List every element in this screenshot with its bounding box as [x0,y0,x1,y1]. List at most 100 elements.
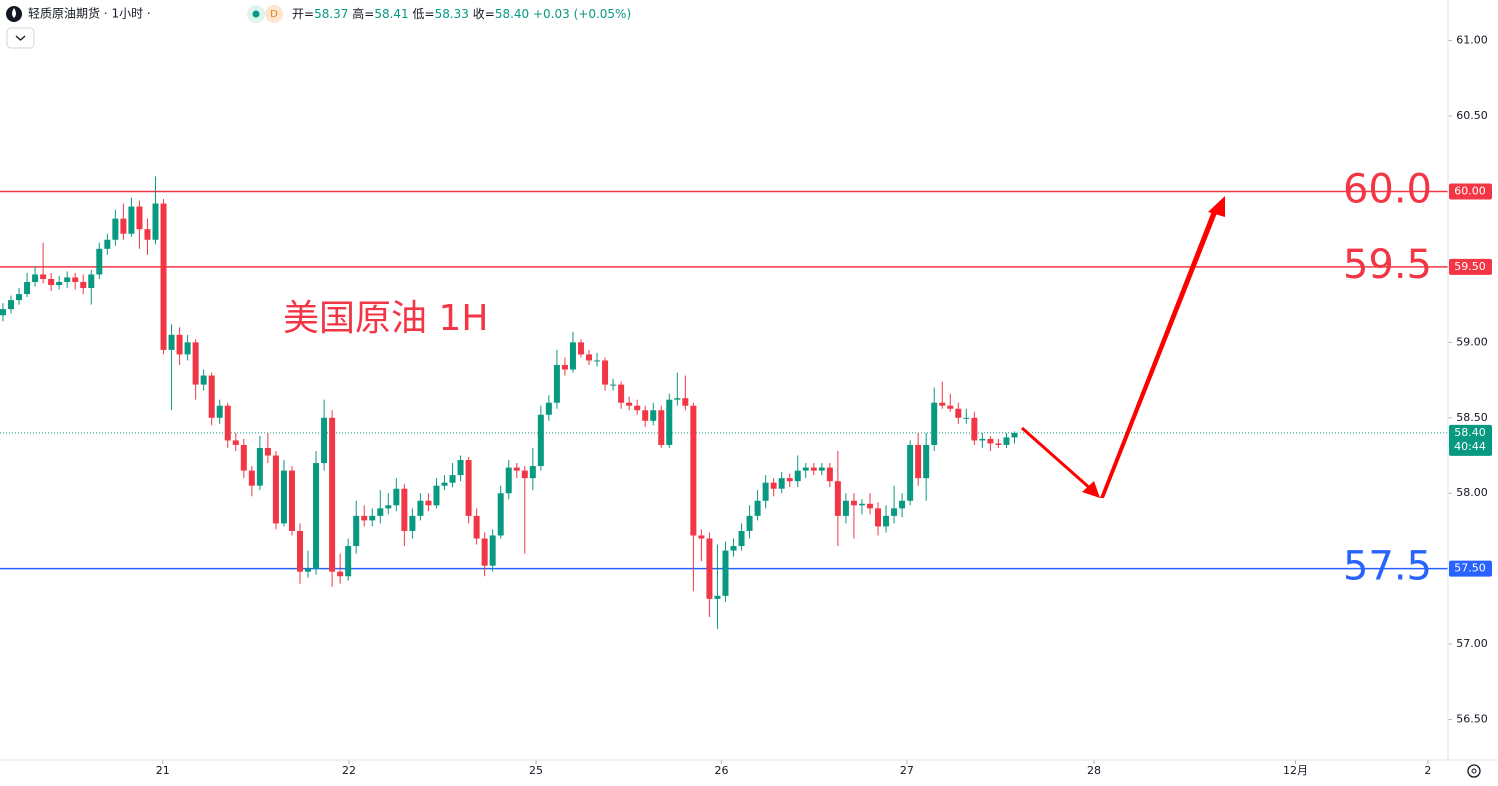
x-tick-label: 26 [714,764,728,777]
candle-body [714,595,721,599]
level-badge-label: 59.50 [1454,260,1486,273]
delay-badge: D [270,9,278,20]
candle-body [561,364,568,370]
candle-body [923,444,930,479]
candle-body [947,405,954,409]
candle-body [313,463,320,569]
candle-body [409,515,416,531]
countdown: 40:44 [1454,440,1486,453]
candle-body [858,503,865,506]
candle-body [666,399,673,445]
x-tick-label: 28 [1087,764,1101,777]
candle-body [224,405,231,441]
candle-body [915,444,922,479]
symbol-title: 轻质原油期货 · 1小时 · [28,6,151,21]
candle-body [650,410,657,421]
candle-body [722,550,729,596]
candle-body [377,508,384,516]
candle-body [321,417,328,464]
candle-body [537,414,544,467]
candle-body [136,206,143,230]
close-value: 58.40 [495,7,529,21]
candle-body [449,475,456,483]
x-tick-label: 25 [529,764,543,777]
candle-body [883,515,890,527]
candle-body [513,467,520,471]
candle-body [465,460,472,516]
candle-body [208,375,215,418]
candle-body [32,274,39,283]
candle-body [489,535,496,566]
candle-body [305,568,312,572]
candle-body [658,410,665,445]
candle-body [818,467,825,471]
high-value: 58.41 [374,7,408,21]
candle-body [441,482,448,486]
candle-body [899,500,906,509]
candle-body [577,342,584,355]
candle-body [481,538,488,566]
candle-body [361,515,368,521]
candle-body [971,417,978,441]
candle-body [610,384,617,386]
candle-body [345,546,352,577]
level-badge [1449,258,1492,275]
candle-body [329,417,336,572]
y-tick-label: 60.50 [1456,109,1488,122]
candle-body [586,354,593,361]
y-tick-label: 61.00 [1456,34,1488,47]
badge-bg [265,5,283,23]
collapse-button[interactable] [6,27,35,49]
arrow-down [1021,426,1093,492]
candle-body [240,444,247,471]
change-value: +0.03 (+0.05%) [533,7,631,21]
x-tick-label: 21 [156,764,170,777]
candle-body [120,218,127,234]
candle-body [112,218,119,240]
candle-body [369,515,376,521]
candle-body [473,515,480,539]
candle-body [0,309,6,316]
candle-body [232,440,239,445]
candle-body [200,375,207,385]
candle-body [72,277,79,283]
drop-icon [12,8,16,18]
candle-body [553,364,560,403]
y-tick-label: 58.50 [1456,411,1488,424]
candle-body [297,530,304,572]
last-price-badge [1449,424,1492,456]
candle-body [642,410,649,421]
candle-body [497,493,504,536]
ohlc-readout: 开=58.37 高=58.41 低=58.33 收=58.40 +0.03 (+… [292,6,631,21]
candle-body [762,482,769,501]
level-badge-label: 60.00 [1454,184,1486,197]
candle-body [104,239,111,249]
candle-body [810,467,817,471]
settings-icon-core [1471,768,1477,774]
candle-body [521,470,528,479]
candle-body [280,470,287,524]
settings-icon[interactable] [1467,764,1481,778]
candle-body [939,402,946,406]
open-label: 开= [292,7,314,21]
level-badge [1449,183,1492,200]
candle-body [216,405,223,418]
candle-body [626,402,633,406]
candle-body [875,508,882,527]
candle-body [176,334,183,355]
candle-body [618,384,625,403]
open-value: 58.37 [314,7,348,21]
candle-body [7,300,14,310]
forecast-arrow [1021,196,1225,498]
candle-body [682,398,689,406]
candle-body [674,398,681,400]
candle-body [963,417,970,419]
candle-body [288,470,295,531]
y-tick-label: 57.00 [1456,637,1488,650]
candle-body [184,342,191,355]
high-label: 高= [352,6,374,21]
candle-body [433,485,440,506]
candle-body [96,248,103,275]
low-label: 低= [413,7,435,21]
